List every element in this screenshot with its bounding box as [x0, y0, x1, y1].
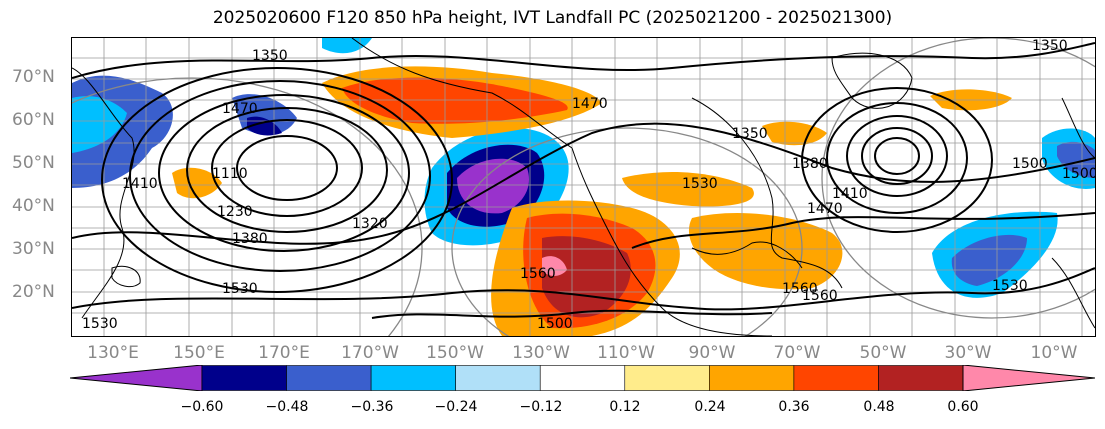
colorbar-segment: [878, 365, 964, 391]
lon-label-10w: 10°W: [1030, 343, 1078, 363]
graticule: [72, 38, 1095, 336]
contour-label: 1380: [232, 231, 268, 247]
neg-region-bering: [322, 38, 372, 54]
lon-label-150w: 150°W: [426, 343, 484, 363]
neg-region-west-inner: [72, 96, 127, 153]
colorbar-extend-min: [69, 364, 203, 392]
contour-label: 1350: [252, 48, 288, 64]
lat-label-30n: 30°N: [12, 239, 55, 259]
lat-label-40n: 40°N: [12, 196, 55, 216]
pos-region-canada: [762, 121, 827, 146]
pos-region-mexico-pink: [542, 256, 567, 276]
colorbar-tick-label: 0.48: [863, 399, 895, 415]
lon-label-50w: 50°W: [859, 343, 907, 363]
contour-label-group: 1350 1350 1350 1470 1410 1110 1230 1380 …: [82, 38, 1095, 332]
colorbar-tick-label: 0.12: [609, 399, 641, 415]
contour-label: 1470: [807, 201, 843, 217]
map-svg: 1350 1350 1350 1470 1410 1110 1230 1380 …: [72, 38, 1095, 336]
contour-label: 1530: [222, 281, 258, 297]
colorbar-segment: [370, 365, 456, 391]
lon-label-30w: 30°W: [944, 343, 992, 363]
coast-alaska: [351, 38, 573, 149]
coast-africa: [1051, 257, 1095, 329]
contour-label: 1500: [537, 316, 573, 332]
contour-label: 1500: [1012, 156, 1048, 172]
colorbar-tick-label: −0.36: [350, 399, 394, 415]
contour-label: 1320: [352, 216, 388, 232]
colorbar-segment: [624, 365, 710, 391]
contour-label: 1500: [1062, 166, 1095, 182]
colorbar-tick-label: 0.60: [947, 399, 979, 415]
contour-label: 1230: [217, 204, 253, 220]
colorbar-tick-label: 0.24: [694, 399, 726, 415]
pos-region-gulf-alaska-core: [342, 77, 568, 124]
lon-label-130e: 130°E: [87, 343, 139, 363]
colorbar-segment: [201, 365, 287, 391]
contour-label: 1350: [1032, 38, 1068, 54]
lat-label-20n: 20°N: [12, 282, 55, 302]
lon-label-130w: 130°W: [512, 343, 570, 363]
contour-label: 1350: [732, 126, 768, 142]
lon-label-110w: 110°W: [597, 343, 655, 363]
contour-label: 1410: [832, 186, 868, 202]
coast-gulf: [691, 241, 803, 269]
gray-circles: [72, 38, 1095, 336]
lat-label-60n: 60°N: [12, 110, 55, 130]
colorbar-segment: [709, 365, 795, 391]
contour-label: 1530: [682, 176, 718, 192]
neg-region-atlantic-core: [951, 234, 1027, 286]
colorbar-extend-max: [962, 364, 1096, 392]
colorbar-tick-label: −0.48: [265, 399, 309, 415]
lon-label-170w: 170°W: [341, 343, 399, 363]
lon-label-170e: 170°E: [258, 343, 310, 363]
colorbar-tick-label: −0.12: [519, 399, 563, 415]
lat-label-50n: 50°N: [12, 153, 55, 173]
coast-na-west: [571, 147, 773, 336]
lon-label-90w: 90°W: [688, 343, 736, 363]
contour-label: 1530: [992, 278, 1028, 294]
contour-label: 1380: [792, 156, 828, 172]
colorbar-svg: [69, 364, 1096, 392]
pos-region-us-east: [622, 172, 754, 207]
lon-label-70w: 70°W: [773, 343, 821, 363]
colorbar-segment: [455, 365, 541, 391]
chart-title: 2025020600 F120 850 hPa height, IVT Land…: [212, 8, 893, 28]
colorbar-tick-label: 0.36: [778, 399, 810, 415]
contour-label: 1110: [212, 166, 248, 182]
pos-region-mexico-core: [542, 236, 631, 318]
pos-region-caribbean: [688, 213, 843, 290]
colorbar-tick-label: −0.60: [180, 399, 224, 415]
coast-europe: [1061, 97, 1095, 159]
map-frame: 1350 1350 1350 1470 1410 1110 1230 1380 …: [71, 37, 1096, 337]
contour-label: 1530: [82, 316, 118, 332]
coast-japan: [111, 265, 141, 288]
coast-na-east: [691, 97, 843, 289]
neg-region-europe-core: [1057, 141, 1095, 178]
coastlines: [72, 38, 1095, 336]
contour-label: 1560: [802, 288, 838, 304]
colorbar-segment: [286, 365, 372, 391]
contour-label: 1470: [572, 96, 608, 112]
colorbar-segment: [793, 365, 879, 391]
pos-region-west-small: [172, 167, 222, 199]
colorbar-tick-label: −0.24: [434, 399, 478, 415]
contour-label: 1560: [520, 266, 556, 282]
contour-label: 1410: [122, 176, 158, 192]
lon-label-150e: 150°E: [173, 343, 225, 363]
colorbar-segments: [69, 364, 1096, 392]
lat-label-70n: 70°N: [12, 67, 55, 87]
contour-label: 1560: [782, 281, 818, 297]
height-contours: [72, 42, 1095, 319]
contour-label: 1470: [222, 101, 258, 117]
colorbar: [69, 364, 1096, 392]
colorbar-segment: [539, 365, 626, 391]
